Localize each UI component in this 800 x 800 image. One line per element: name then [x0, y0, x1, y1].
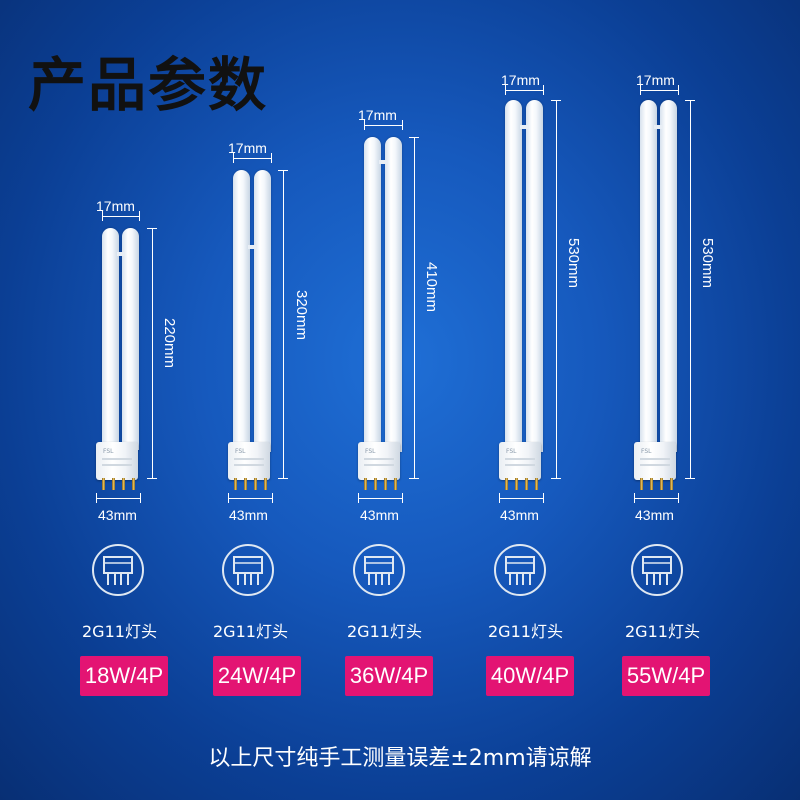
pin: [670, 478, 673, 490]
tube-bridge: [248, 245, 256, 249]
base-dimension-line: [358, 498, 402, 499]
base-label: 43mm: [500, 507, 539, 523]
base-label: 43mm: [229, 507, 268, 523]
socket-label: 2G11灯头: [213, 622, 288, 641]
tube-right: [660, 100, 677, 452]
pin: [112, 478, 115, 490]
length-dimension-line: [283, 170, 284, 478]
base-print: FSL: [365, 448, 376, 455]
length-label: 530mm: [565, 238, 582, 289]
length-dimension-line: [690, 100, 691, 478]
pin: [132, 478, 135, 490]
lamp-base: FSL: [634, 442, 676, 480]
lamp-base: FSL: [358, 442, 400, 480]
width-label: 17mm: [228, 140, 267, 156]
spec-text: 18W/4P: [84, 663, 164, 688]
width-dimension-line: [102, 216, 139, 217]
socket-label: 2G11灯头: [82, 622, 157, 641]
base-print: FSL: [506, 448, 517, 455]
tube-left: [505, 100, 522, 452]
spec-badge: 18W/4P: [80, 656, 168, 696]
spec-text: 40W/4P: [490, 663, 570, 688]
tube-left: [233, 170, 250, 452]
base-dimension-line: [634, 498, 678, 499]
length-dimension-line: [556, 100, 557, 478]
pin: [640, 478, 643, 490]
socket-label: 2G11灯头: [347, 622, 422, 641]
pin: [505, 478, 508, 490]
base-label: 43mm: [635, 507, 674, 523]
tube-left: [640, 100, 657, 452]
tube-left: [364, 137, 381, 452]
lamp-base: FSL: [228, 442, 270, 480]
tube-right: [122, 228, 139, 450]
width-dimension-line: [364, 125, 402, 126]
pin: [234, 478, 237, 490]
width-dimension-line: [233, 158, 271, 159]
socket-icon: [631, 544, 683, 596]
tube-right: [254, 170, 271, 452]
socket-label: 2G11灯头: [488, 622, 563, 641]
pin: [525, 478, 528, 490]
lamp-base: FSL: [96, 442, 138, 480]
page-title: 产品参数: [28, 51, 269, 119]
pin: [515, 478, 518, 490]
pin: [254, 478, 257, 490]
lamp-base: FSL: [499, 442, 541, 480]
width-label: 17mm: [96, 198, 135, 214]
tube-left: [102, 228, 119, 450]
pin: [122, 478, 125, 490]
pin: [660, 478, 663, 490]
pin: [364, 478, 367, 490]
tube-bridge: [520, 125, 528, 129]
pin: [374, 478, 377, 490]
tube-bridge: [117, 252, 125, 256]
tube-bridge: [379, 160, 387, 164]
length-label: 320mm: [293, 290, 310, 341]
socket-icon: [353, 544, 405, 596]
length-dimension-line: [152, 228, 153, 478]
base-label: 43mm: [98, 507, 137, 523]
spec-badge: 36W/4P: [345, 656, 433, 696]
socket-icon: [92, 544, 144, 596]
base-dimension-line: [228, 498, 272, 499]
length-label: 530mm: [699, 238, 716, 289]
width-label: 17mm: [636, 72, 675, 88]
spec-badge: 40W/4P: [486, 656, 574, 696]
width-label: 17mm: [501, 72, 540, 88]
pin: [264, 478, 267, 490]
length-label: 220mm: [161, 318, 178, 369]
spec-text: 36W/4P: [349, 663, 429, 688]
pin: [384, 478, 387, 490]
socket-icon: [222, 544, 274, 596]
base-print: FSL: [641, 448, 652, 455]
base-dimension-line: [96, 498, 140, 499]
pin: [394, 478, 397, 490]
base-print: FSL: [235, 448, 246, 455]
tube-right: [385, 137, 402, 452]
pin: [535, 478, 538, 490]
base-print: FSL: [103, 448, 114, 455]
pin: [650, 478, 653, 490]
spec-badge: 24W/4P: [213, 656, 301, 696]
length-dimension-line: [414, 137, 415, 478]
length-label: 410mm: [423, 262, 440, 313]
pin: [102, 478, 105, 490]
measurement-note: 以上尺寸纯手工测量误差±2mm请谅解: [208, 746, 592, 771]
spec-text: 55W/4P: [626, 663, 706, 688]
tube-right: [526, 100, 543, 452]
socket-icon: [494, 544, 546, 596]
width-dimension-line: [640, 90, 678, 91]
base-dimension-line: [499, 498, 543, 499]
width-label: 17mm: [358, 107, 397, 123]
width-dimension-line: [505, 90, 543, 91]
pin: [244, 478, 247, 490]
spec-badge: 55W/4P: [622, 656, 710, 696]
spec-text: 24W/4P: [217, 663, 297, 688]
base-label: 43mm: [360, 507, 399, 523]
tube-bridge: [654, 125, 662, 129]
socket-label: 2G11灯头: [625, 622, 700, 641]
